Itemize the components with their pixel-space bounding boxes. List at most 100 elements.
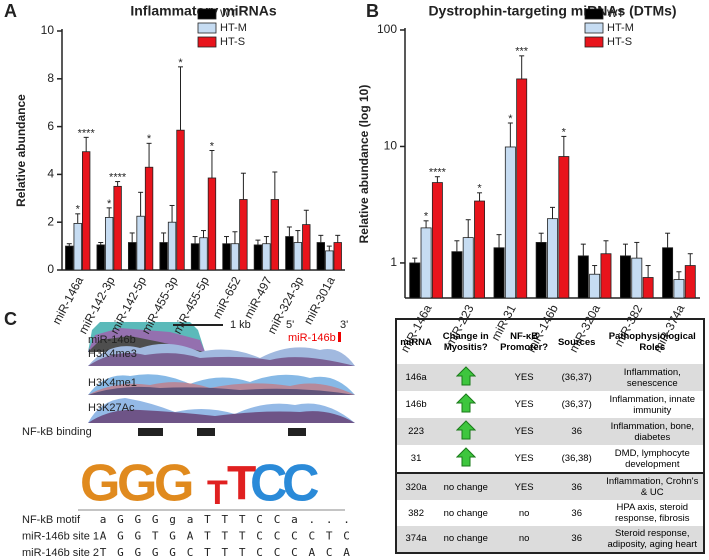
panel-label: B bbox=[366, 1, 379, 21]
table-row: 374a no change no 36 Steroid response, adipo… bbox=[396, 525, 704, 553]
logo-letter: G bbox=[117, 455, 157, 513]
panel-label: A bbox=[4, 1, 17, 21]
significance: **** bbox=[429, 167, 447, 179]
table-cell: Inflammation, innate immunity bbox=[609, 393, 696, 416]
bar bbox=[96, 244, 105, 271]
motif-base: G bbox=[152, 546, 159, 559]
significance: **** bbox=[78, 127, 96, 139]
table-cell: 36 bbox=[551, 418, 602, 445]
track-shape bbox=[88, 409, 355, 423]
significance: * bbox=[477, 183, 482, 195]
bar bbox=[431, 182, 443, 299]
motif-base: C bbox=[256, 546, 263, 559]
track-shape bbox=[88, 353, 355, 366]
bar bbox=[325, 250, 334, 271]
table-cell: YES bbox=[514, 453, 534, 465]
up-arrow bbox=[455, 393, 476, 413]
bar bbox=[673, 279, 685, 299]
legend-label: HT-S bbox=[607, 36, 632, 48]
bar bbox=[420, 227, 432, 299]
bar bbox=[293, 242, 303, 271]
header-cell: NF-κB Promoter? bbox=[500, 331, 549, 353]
binding-site bbox=[138, 428, 163, 436]
x-tick-label: miR-652 bbox=[210, 274, 244, 321]
significance: * bbox=[424, 211, 429, 223]
motif-base: G bbox=[134, 513, 141, 526]
bar bbox=[222, 243, 231, 271]
logo-letter: T bbox=[207, 474, 228, 512]
motif-base: T bbox=[221, 530, 228, 543]
legend-label: HT-M bbox=[220, 22, 247, 34]
motif-base: G bbox=[169, 530, 176, 543]
binding-site bbox=[197, 428, 215, 436]
table-cell: 382 bbox=[408, 507, 424, 519]
motif-base: a bbox=[187, 513, 194, 526]
motif-base: a bbox=[100, 513, 107, 526]
up-arrow bbox=[455, 447, 476, 467]
motif-base: T bbox=[239, 546, 246, 559]
significance: * bbox=[107, 198, 112, 210]
motif-base: T bbox=[204, 513, 211, 526]
legend-swatch bbox=[197, 36, 217, 48]
bar bbox=[516, 78, 528, 299]
legend-label: WT bbox=[220, 8, 237, 20]
significance: *** bbox=[515, 46, 529, 58]
bar bbox=[662, 247, 674, 299]
bar bbox=[493, 247, 505, 299]
motif-base: A bbox=[308, 546, 315, 559]
table-cell: no change bbox=[435, 525, 497, 553]
motif-base: G bbox=[117, 513, 124, 526]
table-cell: 36 bbox=[571, 507, 582, 519]
up-arrow-cell bbox=[435, 364, 497, 391]
bar bbox=[631, 257, 643, 299]
bar bbox=[136, 215, 145, 271]
gene-mark bbox=[338, 332, 341, 342]
table-cell: 223 bbox=[396, 418, 436, 445]
bar bbox=[285, 236, 294, 271]
header-cell: Change in Myositis? bbox=[442, 331, 489, 353]
motif-base: . bbox=[308, 513, 315, 526]
motif-base: A bbox=[100, 530, 107, 543]
header-cell: Pathophysiological Roles bbox=[608, 331, 696, 353]
bar bbox=[190, 243, 200, 271]
bar bbox=[462, 237, 474, 299]
table-cell: no change bbox=[435, 472, 497, 501]
table-cell: 146b bbox=[405, 399, 427, 410]
y-tick-label: 1 bbox=[390, 255, 397, 269]
logo-letter: G bbox=[154, 455, 194, 513]
bar bbox=[176, 129, 185, 271]
strand-label: 5' bbox=[286, 319, 294, 331]
mirna-table: miRNA Change in Myositis? NF-κB Promoter? S… bbox=[395, 318, 705, 554]
binding-site bbox=[288, 428, 306, 436]
motif-base: . bbox=[326, 513, 333, 526]
bar bbox=[239, 199, 248, 271]
significance: * bbox=[76, 204, 81, 216]
track-label: H3K27Ac bbox=[88, 402, 135, 414]
motif-base: G bbox=[117, 530, 124, 543]
legend-label: WT bbox=[607, 8, 624, 20]
bar bbox=[159, 242, 168, 271]
bar bbox=[199, 237, 208, 271]
bar bbox=[270, 199, 280, 271]
table-cell: HPA axis, steroid response, fibrosis bbox=[615, 502, 690, 525]
motif-label: miR-146b site 1 bbox=[22, 530, 99, 542]
y-axis-label: Relative abundance bbox=[14, 94, 28, 207]
legend-swatch bbox=[197, 22, 217, 34]
legend-label: HT-S bbox=[220, 36, 245, 48]
significance: * bbox=[562, 126, 567, 138]
chart-title: Dystrophin-targeting miRNAs (DTMs) bbox=[428, 3, 676, 19]
bar bbox=[535, 242, 547, 299]
bar bbox=[558, 156, 570, 299]
table-header-row: miRNA Change in Myositis? NF-κB Promoter? S… bbox=[396, 319, 704, 364]
bar bbox=[451, 251, 463, 299]
motif-label: NF-kB motif bbox=[22, 514, 81, 526]
x-tick-label: miR-497 bbox=[241, 274, 275, 321]
table-row: 146b YES (36,37) Inflammation, innate immun… bbox=[396, 391, 704, 418]
y-tick-label: 10 bbox=[384, 139, 398, 153]
y-tick-label: 8 bbox=[47, 71, 54, 85]
motif-base: G bbox=[152, 513, 159, 526]
table-cell: 146a bbox=[396, 364, 436, 391]
motif-base: C bbox=[274, 513, 281, 526]
